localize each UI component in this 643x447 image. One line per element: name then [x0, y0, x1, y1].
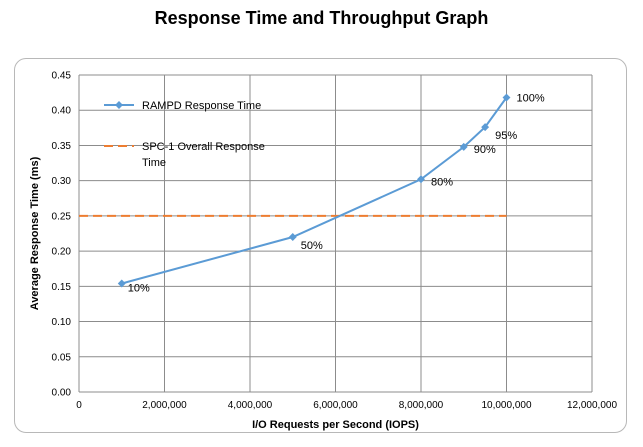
y-tick-label: 0.05	[52, 352, 72, 363]
series-layer	[79, 93, 511, 288]
x-tick-label: 2,000,000	[142, 400, 187, 411]
y-tick-label: 0.30	[52, 176, 72, 187]
x-tick-label: 6,000,000	[313, 400, 358, 411]
rampd-response-line	[121, 96, 508, 285]
x-tick-label: 8,000,000	[399, 400, 444, 411]
y-tick-label: 0.35	[52, 141, 72, 152]
x-tick-label: 12,000,000	[567, 400, 617, 411]
x-tick-label: 4,000,000	[228, 400, 273, 411]
data-label: 80%	[431, 176, 453, 188]
y-tick-label: 0.40	[52, 106, 72, 117]
axes: 0.00 0.05 0.10 0.15 0.20 0.25 0.30 0.35 0.40 0.45…	[52, 71, 618, 412]
rampd-point	[459, 142, 468, 151]
data-labels: 10% 50% 80% 90% 95% 100%	[128, 93, 545, 295]
legend-marker-rampd	[115, 101, 123, 109]
y-tick-label: 0.25	[52, 211, 72, 222]
y-tick-label: 0.20	[52, 247, 72, 258]
legend-label-rampd: RAMPD Response Time	[142, 100, 261, 112]
legend-label-spc1: SPC-1 Overall Response Time	[142, 141, 265, 169]
data-label: 90%	[474, 144, 496, 156]
y-tick-label: 0.45	[52, 71, 72, 82]
gridlines	[78, 74, 593, 393]
rampd-point	[417, 175, 425, 184]
chart-title: Response Time and Throughput Graph	[154, 8, 489, 28]
data-label: 50%	[301, 240, 323, 252]
data-label: 10%	[128, 283, 150, 295]
legend: RAMPD Response Time SPC-1 Overall Respons…	[104, 100, 265, 169]
rampd-point	[288, 233, 297, 241]
x-tick-label: 10,000,000	[481, 400, 531, 411]
y-tick-label: 0.00	[52, 388, 72, 399]
x-tick-label: 0	[76, 400, 82, 411]
chart-frame	[14, 58, 627, 433]
x-axis-label: I/O Requests per Second (IOPS)	[252, 419, 419, 431]
y-tick-label: 0.10	[52, 317, 72, 328]
data-label: 95%	[495, 130, 517, 142]
y-tick-label: 0.15	[52, 282, 72, 293]
data-label: 100%	[517, 93, 545, 105]
y-axis-label: Average Response Time (ms)	[29, 156, 41, 310]
